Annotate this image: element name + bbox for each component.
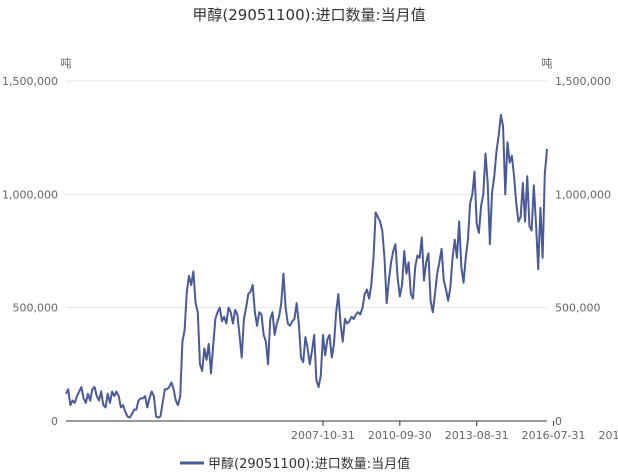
x-axis: 2007-10-31 2010-09-30 2013-08-31 2016-07-31… bbox=[291, 421, 618, 442]
y-tick-label-left: 0 bbox=[51, 415, 58, 428]
y-tick-label-left: 1,000,000 bbox=[2, 188, 58, 201]
x-tick-label: 2019-06-30 bbox=[598, 429, 618, 442]
series-line bbox=[65, 114, 548, 419]
y-tick-label-right: 1,500,000 bbox=[555, 75, 611, 88]
y-tick-label-right: 500,000 bbox=[555, 302, 601, 315]
x-tick-label: 2013-08-31 bbox=[445, 429, 509, 442]
x-tick-label: 2010-09-30 bbox=[368, 429, 432, 442]
legend[interactable]: 甲醇(29051100):进口数量:当月值 bbox=[180, 456, 410, 472]
x-tick-label: 2016-07-31 bbox=[522, 429, 586, 442]
right-unit-label: 吨 bbox=[542, 57, 553, 70]
legend-label: 甲醇(29051100):进口数量:当月值 bbox=[208, 456, 410, 472]
y-tick-label-right: 1,000,000 bbox=[555, 188, 611, 201]
y-tick-label-left: 500,000 bbox=[13, 302, 59, 315]
y-tick-label-right: 0 bbox=[555, 415, 562, 428]
y-tick-label-left: 1,500,000 bbox=[2, 75, 58, 88]
x-tick-label: 2007-10-31 bbox=[291, 429, 355, 442]
left-unit-label: 吨 bbox=[61, 57, 72, 70]
grid bbox=[66, 80, 547, 309]
chart-title: 甲醇(29051100):进口数量:当月值 bbox=[192, 6, 425, 24]
y-axis-left: 0 500,000 1,000,000 1,500,000 bbox=[2, 75, 58, 428]
y-axis-right: 0 500,000 1,000,000 1,500,000 bbox=[555, 75, 611, 428]
